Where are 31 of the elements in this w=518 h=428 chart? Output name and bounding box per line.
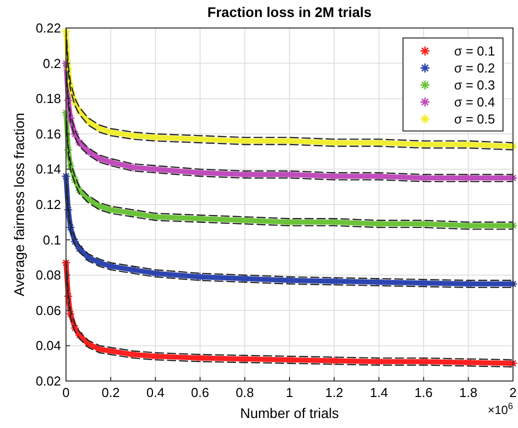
x-tick-label: 1	[286, 385, 294, 400]
y-tick-label: 0.18	[36, 91, 61, 106]
y-tick-label: 0.22	[36, 20, 61, 36]
y-tick-label: 0.06	[36, 302, 61, 318]
x-tick-label: 0.2	[102, 385, 120, 400]
x-tick-label: 1.6	[414, 385, 433, 400]
legend-label: σ = 0.2	[454, 60, 495, 76]
x-axis-title: Number of trials	[240, 405, 339, 421]
x-tick-label: 0	[62, 385, 70, 400]
legend-label: σ = 0.5	[454, 112, 495, 126]
legend-label: σ = 0.1	[454, 44, 495, 58]
y-tick-label: 0.14	[36, 162, 61, 177]
y-tick-label: 0.04	[36, 338, 61, 354]
x-tick-label: 0.6	[191, 385, 210, 400]
y-axis-title: Average fairness loss fraction	[11, 112, 27, 296]
legend-label: σ = 0.3	[454, 78, 495, 92]
y-tick-label: 0.12	[36, 197, 61, 212]
text: ×10$^{6}$	[488, 401, 513, 417]
x-tick-label: 1.8	[459, 385, 478, 400]
y-tick-label: 0.1	[42, 232, 61, 248]
x-tick-label: 0.4	[146, 385, 164, 400]
x-tick-label: 1.4	[370, 385, 388, 400]
x-tick-label: 0.8	[236, 385, 254, 400]
y-tick-label: 0.08	[36, 268, 61, 283]
y-tick-label: 0.2	[42, 56, 61, 71]
x-tick-label: 1.2	[325, 385, 344, 400]
y-tick-label: 0.02	[36, 374, 61, 388]
x-tick-label: 2	[509, 385, 517, 400]
legend-label: σ = 0.4	[454, 94, 495, 110]
chart-title: Fraction loss in 2M trials	[207, 4, 372, 20]
y-tick-label: 0.16	[36, 126, 61, 142]
